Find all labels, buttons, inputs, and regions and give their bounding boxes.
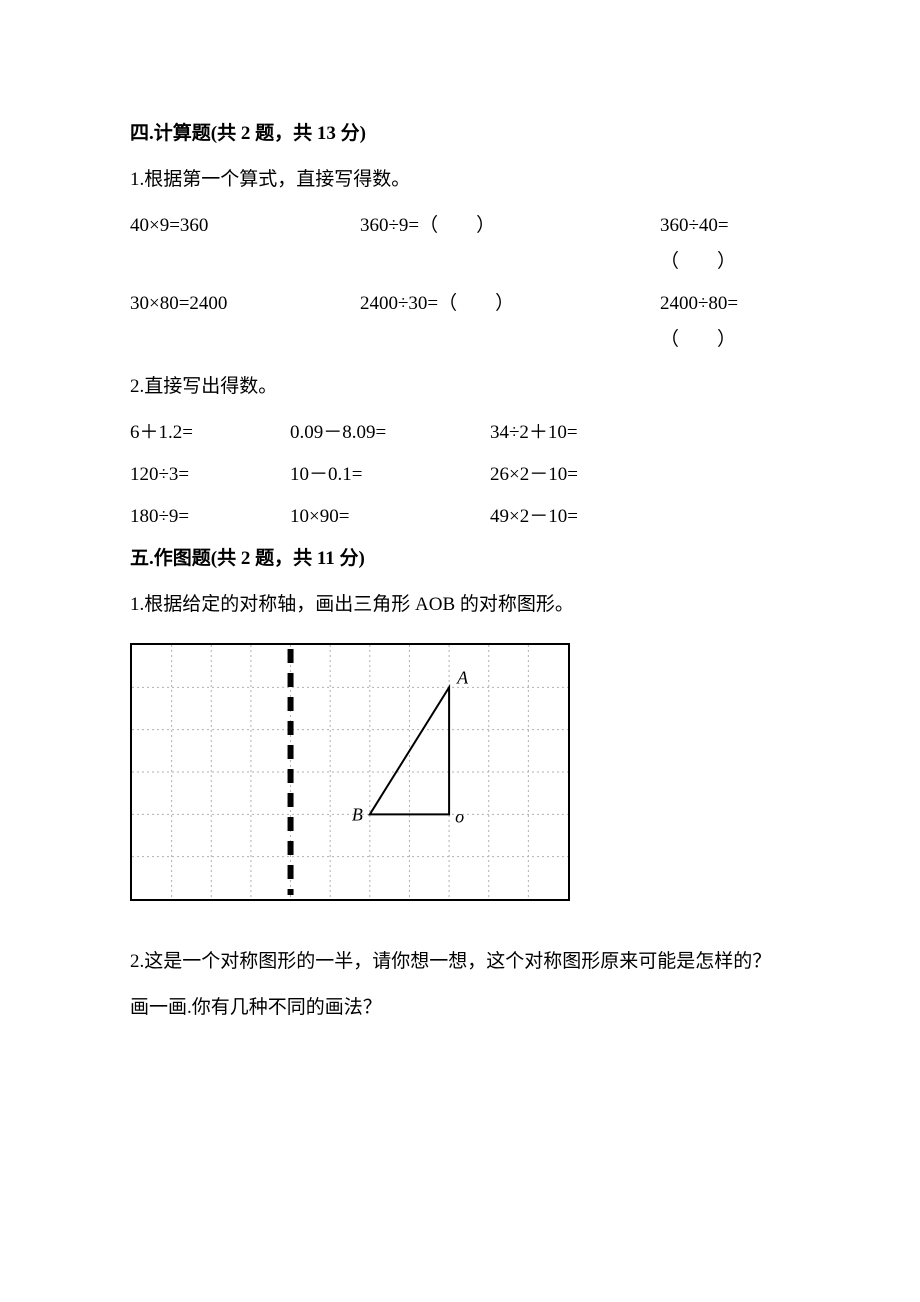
- s4-q2-row-1: 6＋1.2= 0.09－8.09= 34÷2＋10=: [130, 415, 790, 451]
- s4-q1-prompt: 1.根据第一个算式，直接写得数。: [130, 162, 790, 198]
- s4-q2-row-2: 120÷3= 10－0.1= 26×2－10=: [130, 457, 790, 493]
- page: 四.计算题(共 2 题，共 13 分) 1.根据第一个算式，直接写得数。 40×…: [0, 0, 920, 1302]
- svg-text:B: B: [352, 804, 363, 824]
- s4-q1-r2-c: 2400÷80=（ ）: [660, 286, 790, 358]
- s4-q1-row-2: 30×80=2400 2400÷30=（ ） 2400÷80=（ ）: [130, 286, 790, 358]
- s4-q2-r3-a: 180÷9=: [130, 499, 290, 535]
- s5-q2-line1: 2.这是一个对称图形的一半，请你想一想，这个对称图形原来可能是怎样的？: [130, 944, 790, 980]
- s4-q1-r2-a: 30×80=2400: [130, 286, 360, 358]
- s4-q2-r1-c: 34÷2＋10=: [490, 415, 790, 451]
- s4-q2-r3-b: 10×90=: [290, 499, 490, 535]
- section5-heading: 五.作图题(共 2 题，共 11 分): [130, 541, 790, 577]
- s4-q1-r1-c: 360÷40=（ ）: [660, 208, 790, 280]
- s4-q1-row-1: 40×9=360 360÷9=（ ） 360÷40=（ ）: [130, 208, 790, 280]
- s5-q2-line2: 画一画.你有几种不同的画法？: [130, 990, 790, 1026]
- section4-heading: 四.计算题(共 2 题，共 13 分): [130, 116, 790, 152]
- s4-q2-r1-a: 6＋1.2=: [130, 415, 290, 451]
- s4-q2-prompt: 2.直接写出得数。: [130, 369, 790, 405]
- s4-q1-r2-b: 2400÷30=（ ）: [360, 286, 660, 358]
- s4-q2-r2-a: 120÷3=: [130, 457, 290, 493]
- svg-text:o: o: [455, 806, 464, 826]
- s4-q1-r1-b: 360÷9=（ ）: [360, 208, 660, 280]
- s4-q2-r2-b: 10－0.1=: [290, 457, 490, 493]
- svg-text:A: A: [456, 667, 469, 687]
- s4-q2-r2-c: 26×2－10=: [490, 457, 790, 493]
- s4-q1-r1-a: 40×9=360: [130, 208, 360, 280]
- s5-q1-figure: A Bo: [130, 643, 790, 914]
- s4-q2-r1-b: 0.09－8.09=: [290, 415, 490, 451]
- s5-q1-prompt: 1.根据给定的对称轴，画出三角形 AOB 的对称图形。: [130, 587, 790, 623]
- s4-q2-row-3: 180÷9= 10×90= 49×2－10=: [130, 499, 790, 535]
- triangle-grid-svg: A Bo: [130, 643, 570, 901]
- s4-q2-r3-c: 49×2－10=: [490, 499, 790, 535]
